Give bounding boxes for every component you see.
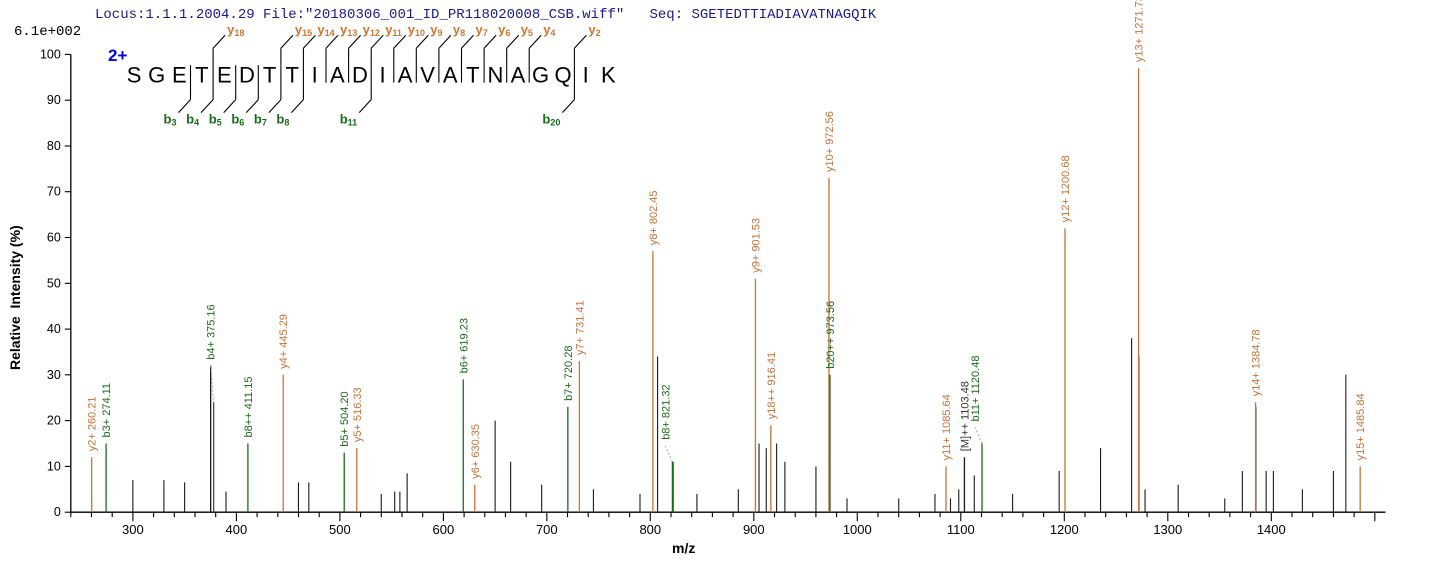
- svg-text:700: 700: [536, 522, 558, 537]
- svg-text:A: A: [330, 63, 345, 88]
- svg-text:100: 100: [40, 47, 61, 61]
- svg-text:K: K: [601, 63, 616, 88]
- svg-text:V: V: [420, 63, 435, 88]
- svg-text:D: D: [239, 63, 255, 88]
- svg-text:y11: y11: [385, 22, 402, 38]
- svg-text:y15: y15: [295, 22, 312, 38]
- svg-text:b7: b7: [254, 112, 267, 128]
- svg-text:y8: y8: [453, 22, 465, 38]
- svg-text:y18: y18: [227, 22, 244, 38]
- svg-text:y12: y12: [363, 22, 380, 38]
- svg-text:T: T: [263, 63, 276, 88]
- svg-text:y14+ 1384.78: y14+ 1384.78: [1251, 329, 1263, 396]
- svg-text:y11+ 1085.64: y11+ 1085.64: [941, 394, 953, 460]
- svg-text:1400: 1400: [1257, 522, 1286, 537]
- svg-text:y10: y10: [408, 22, 425, 38]
- svg-text:80: 80: [47, 139, 61, 153]
- svg-text:y14: y14: [317, 22, 334, 38]
- svg-text:y7: y7: [476, 22, 488, 38]
- svg-text:b7+ 720.28: b7+ 720.28: [563, 346, 575, 401]
- svg-text:b4+ 375.16: b4+ 375.16: [206, 304, 218, 359]
- svg-text:b20++ 973.56: b20++ 973.56: [825, 301, 837, 369]
- svg-text:60: 60: [47, 231, 61, 245]
- svg-text:1100: 1100: [947, 522, 975, 537]
- svg-text:T: T: [285, 63, 298, 88]
- svg-text:b5: b5: [209, 112, 222, 128]
- svg-text:300: 300: [122, 522, 144, 537]
- svg-text:y10+ 972.56: y10+ 972.56: [824, 111, 836, 172]
- svg-text:y2: y2: [588, 22, 600, 38]
- svg-text:y6+ 630.35: y6+ 630.35: [470, 424, 482, 479]
- svg-text:1300: 1300: [1153, 522, 1182, 537]
- svg-text:y6: y6: [498, 22, 510, 38]
- svg-text:900: 900: [743, 522, 765, 537]
- svg-text:40: 40: [47, 322, 61, 336]
- svg-text:b8+ 821.32: b8+ 821.32: [660, 384, 672, 439]
- svg-text:y5: y5: [521, 22, 533, 38]
- svg-text:y13: y13: [340, 22, 357, 38]
- svg-text:y12+ 1200.68: y12+ 1200.68: [1060, 155, 1072, 222]
- svg-text:500: 500: [329, 522, 351, 537]
- svg-text:b8++ 411.15: b8++ 411.15: [243, 377, 255, 438]
- svg-text:A: A: [398, 63, 413, 88]
- svg-text:b8: b8: [276, 112, 289, 128]
- svg-text:y13+ 1271.73: y13+ 1271.73: [1134, 0, 1146, 62]
- svg-text:I: I: [583, 63, 589, 88]
- svg-text:b3: b3: [164, 112, 177, 128]
- svg-text:y4: y4: [543, 22, 555, 38]
- svg-text:E: E: [217, 63, 232, 88]
- svg-text:b4: b4: [186, 112, 199, 128]
- svg-text:y2+ 260.21: y2+ 260.21: [87, 396, 99, 451]
- svg-text:G: G: [532, 63, 549, 88]
- svg-text:S: S: [127, 63, 142, 88]
- svg-text:A: A: [443, 63, 458, 88]
- svg-text:y9+ 901.53: y9+ 901.53: [750, 218, 762, 273]
- svg-text:E: E: [172, 63, 187, 88]
- svg-text:G: G: [148, 63, 165, 88]
- svg-text:Relative Intensity (%): Relative Intensity (%): [7, 225, 23, 370]
- svg-text:b11+ 1120.48: b11+ 1120.48: [970, 356, 982, 422]
- svg-text:50: 50: [47, 276, 61, 290]
- svg-text:800: 800: [639, 522, 661, 537]
- svg-text:D: D: [352, 63, 368, 88]
- svg-text:90: 90: [47, 93, 61, 107]
- svg-text:30: 30: [47, 368, 61, 382]
- svg-text:b20: b20: [542, 112, 560, 128]
- svg-text:y15+ 1485.84: y15+ 1485.84: [1355, 393, 1367, 460]
- svg-text:I: I: [379, 63, 385, 88]
- svg-text:N: N: [487, 63, 503, 88]
- svg-text:600: 600: [433, 522, 455, 537]
- svg-text:b6: b6: [231, 112, 244, 128]
- svg-text:y8+ 802.45: y8+ 802.45: [648, 190, 660, 245]
- svg-text:T: T: [466, 63, 479, 88]
- svg-text:I: I: [312, 63, 318, 88]
- svg-text:b6+ 619.23: b6+ 619.23: [458, 318, 470, 373]
- svg-text:T: T: [195, 63, 208, 88]
- svg-text:y7+ 731.41: y7+ 731.41: [574, 300, 586, 355]
- svg-text:b11: b11: [340, 112, 357, 128]
- svg-text:70: 70: [47, 185, 61, 199]
- svg-text:400: 400: [226, 522, 248, 537]
- svg-text:y18++ 916.41: y18++ 916.41: [766, 352, 778, 419]
- svg-text:0: 0: [54, 505, 61, 519]
- svg-text:10: 10: [47, 459, 61, 473]
- svg-text:y4+ 445.29: y4+ 445.29: [278, 314, 290, 369]
- svg-text:1000: 1000: [843, 522, 872, 537]
- svg-text:y5+ 516.33: y5+ 516.33: [352, 387, 364, 442]
- svg-text:1200: 1200: [1050, 522, 1079, 537]
- svg-text:20: 20: [47, 414, 61, 428]
- svg-text:b5+ 504.20: b5+ 504.20: [339, 391, 351, 446]
- svg-text:A: A: [511, 63, 526, 88]
- svg-text:b3+ 274.11: b3+ 274.11: [101, 383, 113, 438]
- svg-text:Q: Q: [555, 63, 572, 88]
- svg-text:y9: y9: [430, 22, 442, 38]
